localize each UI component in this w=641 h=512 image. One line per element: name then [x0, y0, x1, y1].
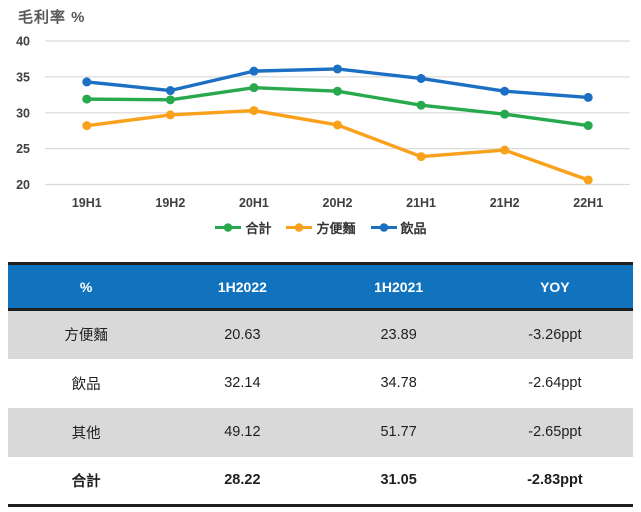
table-header-row: % 1H2022 1H2021 YOY [8, 263, 633, 310]
chart-legend: 合計 方便麵 飲品 [0, 214, 641, 240]
legend-label: 合計 [245, 220, 272, 236]
series-point-instant-noodles [416, 152, 426, 162]
series-point-beverages [333, 64, 342, 74]
series-point-total [416, 100, 426, 110]
table-row: 其他 49.12 51.77 -2.65ppt [8, 407, 633, 457]
table-cell: 31.05 [380, 472, 417, 489]
x-axis-tick-label: 21H2 [490, 196, 520, 210]
x-axis-tick-label: 19H2 [155, 196, 185, 210]
table-header-cell: YOY [540, 278, 570, 295]
table-header-cell: 1H2021 [374, 278, 424, 295]
legend-marker-beverages-icon [370, 222, 397, 232]
series-point-instant-noodles [249, 106, 259, 116]
table-row: 方便麵 20.63 23.89 -3.26ppt [8, 309, 633, 359]
table-row: 飲品 32.14 34.78 -2.64ppt [8, 358, 633, 408]
series-point-beverages [500, 86, 510, 96]
table-body: 方便麵 20.63 23.89 -3.26ppt 飲品 32.14 34.78 -2.64pp… [8, 309, 633, 506]
table-cell: 20.63 [224, 326, 261, 343]
chart-title: 毛利率 % [18, 9, 86, 26]
gross-margin-table: % 1H2022 1H2021 YOY 方便麵 20.63 23.89 -3.26ppt 飲品… [8, 262, 633, 507]
gross-margin-chart-section: 毛利率 % 40 35 30 25 20 19H1 19H2 20H1 20H2 21H1 21H2… [0, 0, 641, 240]
table-cell: 23.89 [380, 326, 417, 343]
row-label-cell: 飲品 [71, 376, 101, 393]
table-head: % 1H2022 1H2021 YOY [8, 263, 633, 310]
y-axis-tick-label: 30 [16, 106, 30, 120]
legend-label: 方便麵 [316, 220, 356, 236]
y-axis-tick-label: 20 [16, 178, 30, 192]
series-point-beverages [583, 92, 593, 102]
x-axis-tick-label: 21H1 [406, 196, 436, 210]
legend-marker-instant-noodles-icon [286, 222, 313, 232]
legend-item-beverages: 飲品 [370, 218, 427, 237]
series-point-instant-noodles [333, 120, 342, 130]
series-point-instant-noodles [583, 175, 593, 185]
table-cell: -2.64ppt [528, 375, 582, 391]
series-point-total [165, 95, 175, 105]
series-point-instant-noodles [165, 110, 175, 120]
legend-item-total: 合計 [214, 218, 271, 237]
table-header-cell: % [79, 278, 93, 295]
series-point-total [333, 86, 342, 96]
x-axis-tick-label: 22H1 [573, 196, 603, 210]
series-point-instant-noodles [82, 121, 92, 131]
table-cell: -2.83ppt [527, 472, 583, 489]
row-label-cell: 方便麵 [64, 328, 108, 345]
x-axis-tick-label: 20H2 [323, 196, 353, 210]
x-axis-tick-label: 20H1 [239, 196, 269, 210]
gross-margin-line-chart: 40 35 30 25 20 19H1 19H2 20H1 20H2 21H1 21H2 22H1 [16, 35, 630, 210]
series-point-total [500, 109, 510, 119]
table-cell: 51.77 [380, 424, 417, 440]
y-axis-tick-label: 25 [16, 142, 30, 156]
table-cell: 28.22 [224, 472, 261, 489]
table-cell: -3.26ppt [528, 326, 582, 343]
series-point-total [249, 83, 259, 93]
series-point-total [82, 94, 92, 104]
table-cell: -2.65ppt [528, 424, 582, 440]
series-point-beverages [416, 73, 426, 83]
y-axis-tick-label: 35 [16, 70, 30, 84]
row-label-cell: 其他 [71, 425, 101, 442]
series-point-beverages [249, 66, 259, 76]
legend-marker-total-icon [215, 222, 242, 232]
table-header-cell: 1H2022 [217, 278, 267, 295]
table-cell: 32.14 [224, 375, 261, 391]
row-label-cell: 合計 [71, 473, 101, 490]
legend-label: 飲品 [400, 220, 427, 236]
series-point-total [583, 121, 593, 131]
y-axis-tick-label: 40 [16, 35, 30, 49]
x-axis-tick-label: 19H1 [72, 196, 102, 210]
table-cell: 34.78 [380, 375, 417, 391]
series-point-instant-noodles [500, 145, 510, 155]
series-point-beverages [165, 86, 175, 96]
table-row: 合計 28.22 31.05 -2.83ppt [8, 456, 633, 506]
series-point-beverages [82, 77, 92, 87]
table-cell: 49.12 [224, 424, 261, 440]
legend-item-instant-noodles: 方便麵 [285, 218, 356, 237]
